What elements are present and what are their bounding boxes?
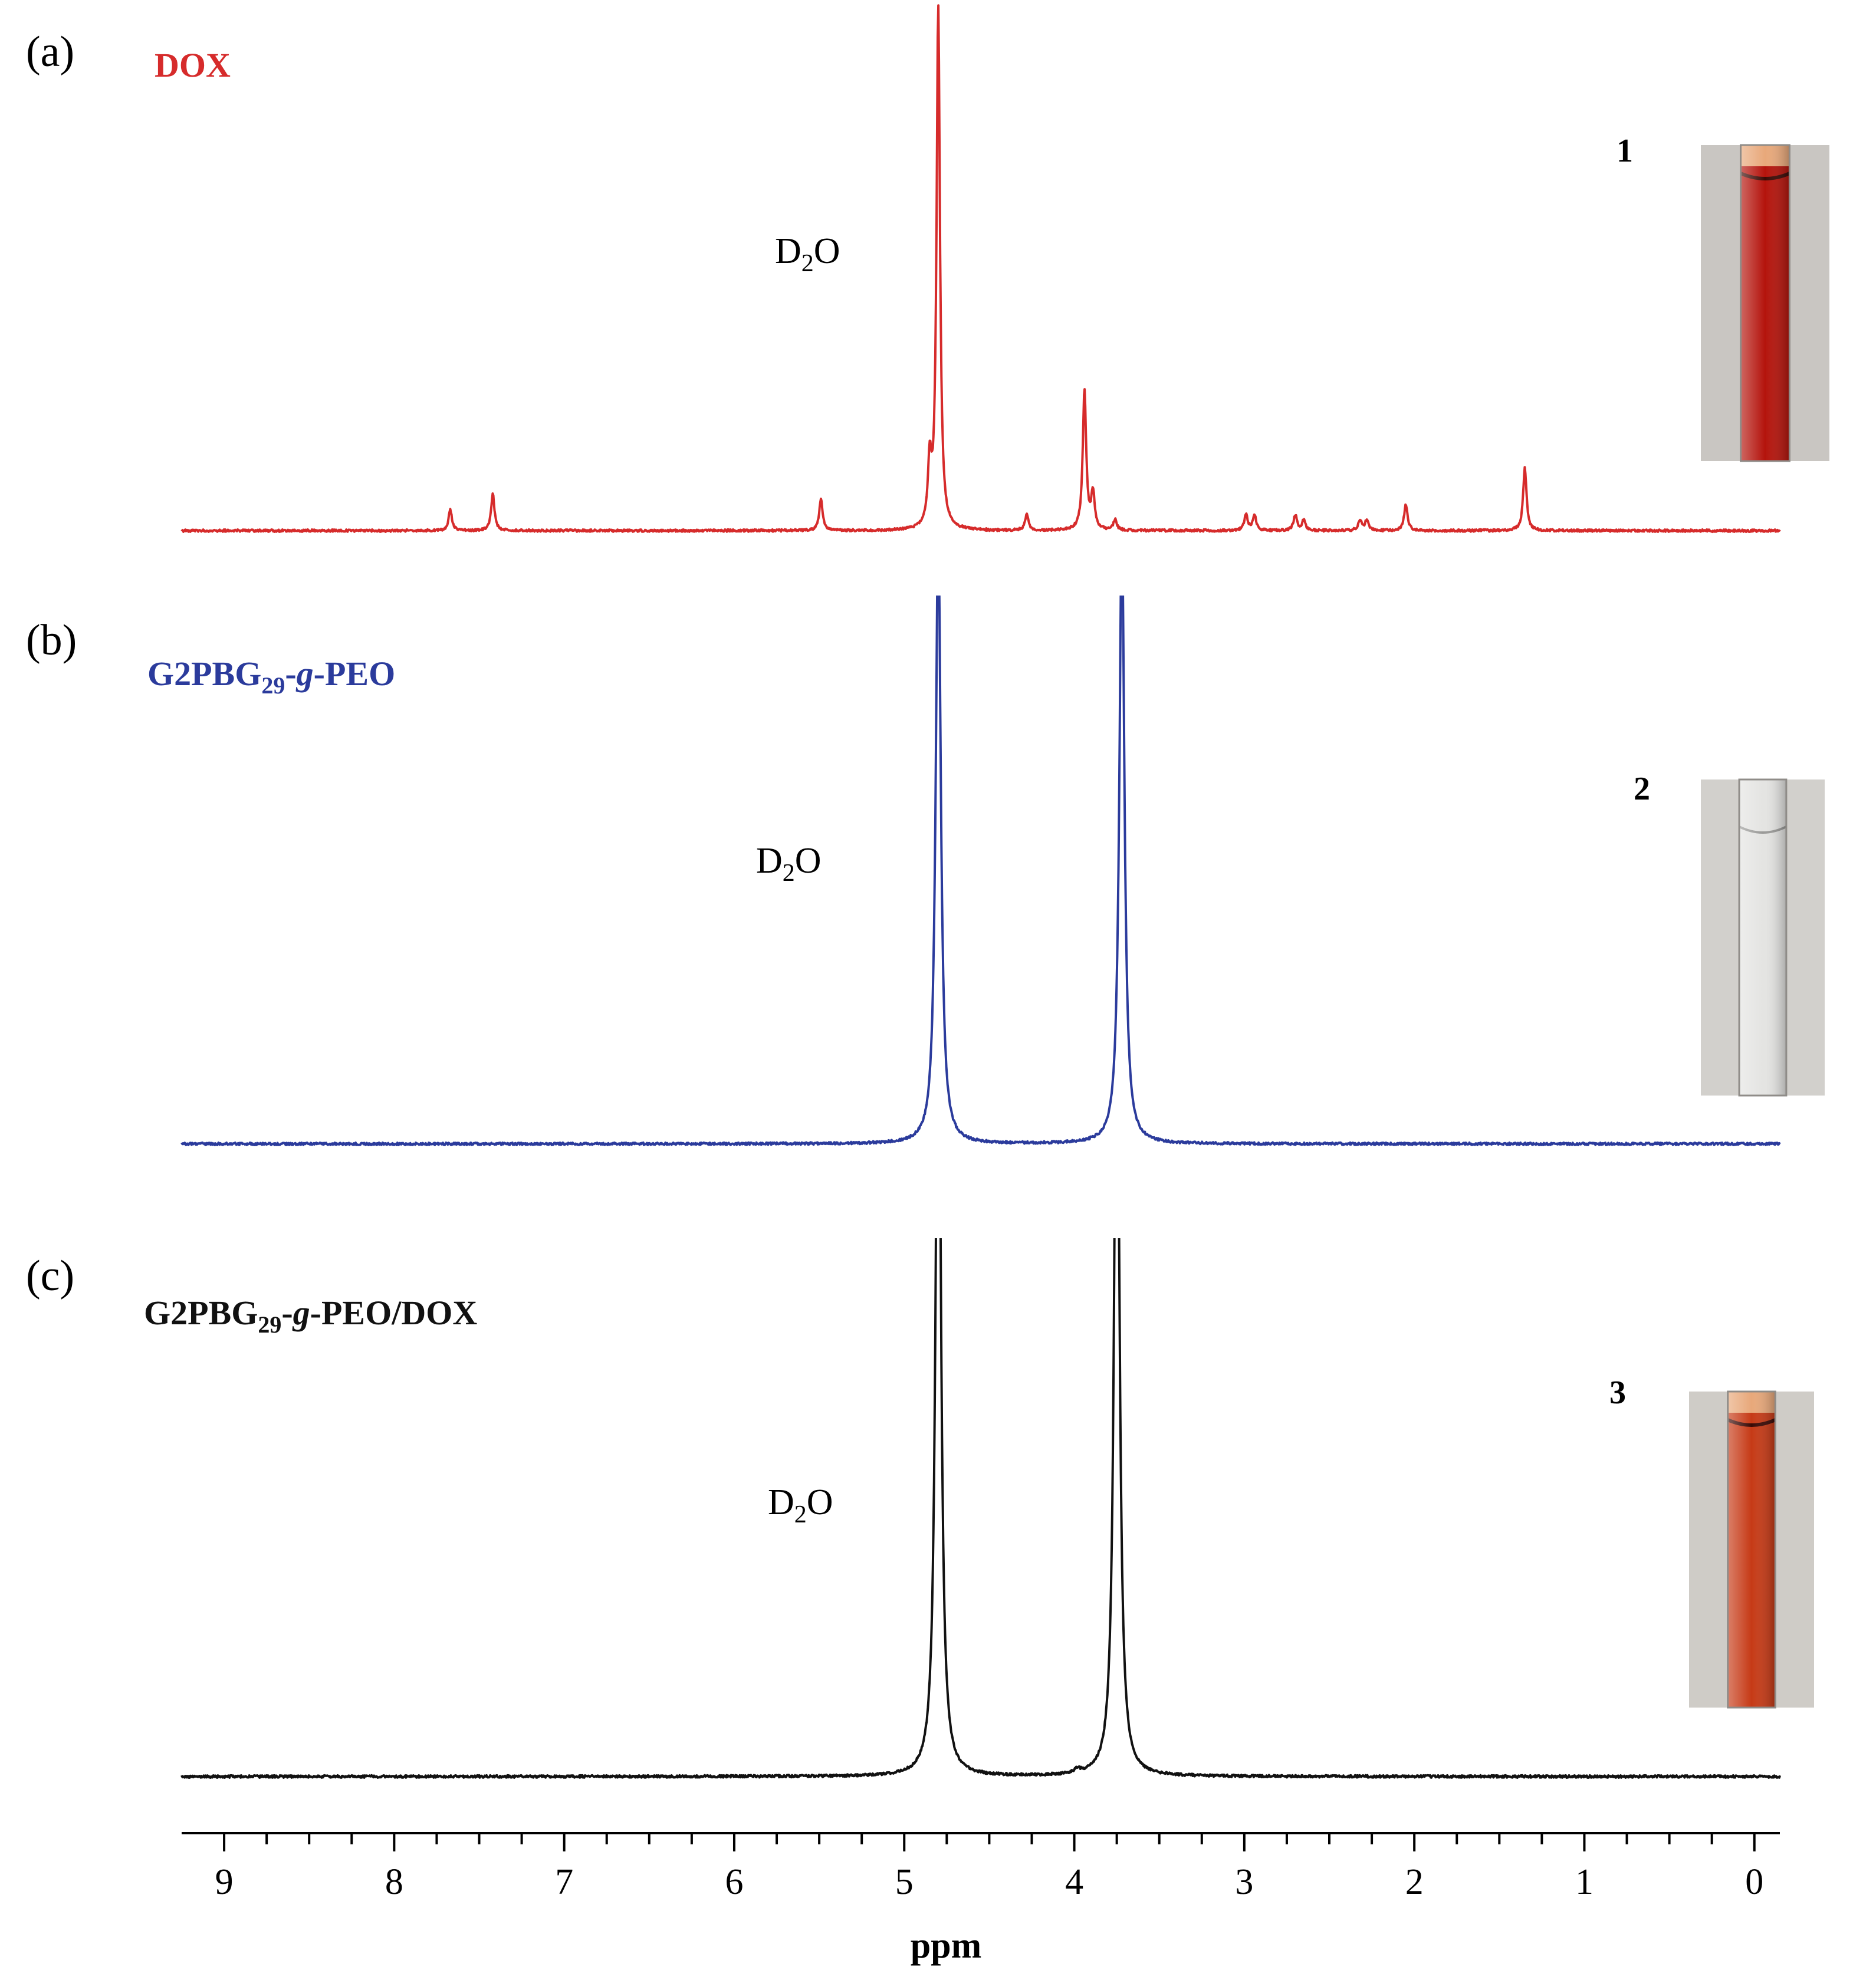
- panel-b-spectrum: [180, 596, 1781, 1146]
- spectrum-line-a: [180, 4, 1781, 533]
- x-tick-label: 6: [725, 1862, 744, 1902]
- panel-c-title: G2PBG29-g-PEO/DOX: [144, 1294, 477, 1338]
- panel-a-title: DOX: [155, 46, 231, 84]
- vial-outline: [1738, 778, 1788, 1097]
- panel-a: (a) DOX D2O 1: [26, 4, 1829, 533]
- vial-glass: [1739, 779, 1786, 1096]
- x-tick-label: 2: [1405, 1862, 1424, 1902]
- panel-a-tube-number: 1: [1617, 133, 1633, 169]
- panel-c-label: (c): [26, 1252, 74, 1300]
- panel-c-tube-number: 3: [1609, 1374, 1626, 1411]
- panel-c: (c) G2PBG29-g-PEO/DOX D2O 3: [26, 1238, 1814, 1779]
- panel-a-spectrum: [180, 4, 1781, 533]
- panel-b-tube-number: 2: [1634, 771, 1650, 807]
- x-axis-title: ppm: [911, 1926, 982, 1966]
- x-tick-label: 4: [1065, 1862, 1083, 1902]
- tube-1-photo: [1701, 144, 1829, 462]
- spectrum-line-b: [180, 596, 1781, 1146]
- panel-b-title: G2PBG29-g-PEO: [147, 654, 395, 699]
- x-tick-label: 0: [1745, 1862, 1763, 1902]
- tube-2-photo: [1701, 778, 1825, 1097]
- vial-glass: [1727, 1392, 1776, 1708]
- x-tick-label: 8: [385, 1862, 403, 1902]
- tube-3-photo: [1689, 1390, 1814, 1709]
- x-axis-ticks: 9 8 7 6 5 4 3 2 1 0: [215, 1833, 1763, 1902]
- x-tick-label: 5: [895, 1862, 914, 1902]
- panel-a-label: (a): [26, 28, 74, 76]
- panel-c-spectrum: [180, 1238, 1781, 1779]
- x-tick-label: 3: [1235, 1862, 1253, 1902]
- spectrum-line-c: [180, 1238, 1781, 1779]
- vial-outline: [1727, 1390, 1776, 1709]
- panel-c-d2o-label: D2O: [768, 1482, 833, 1528]
- panel-a-d2o-label: D2O: [775, 231, 840, 277]
- x-tick-label: 1: [1575, 1862, 1594, 1902]
- x-axis: 9 8 7 6 5 4 3 2 1 0 ppm: [182, 1832, 1780, 1966]
- vial-outline: [1740, 144, 1790, 462]
- panel-b-label: (b): [26, 616, 77, 665]
- panel-b: (b) G2PBG29-g-PEO D2O 2: [26, 596, 1825, 1146]
- x-tick-label: 7: [555, 1862, 573, 1902]
- x-tick-label: 9: [215, 1862, 234, 1902]
- panel-b-d2o-label: D2O: [756, 841, 822, 887]
- vial-glass: [1740, 145, 1790, 461]
